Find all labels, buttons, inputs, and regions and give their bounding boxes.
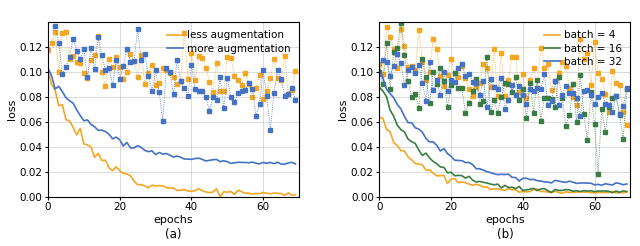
Y-axis label: loss: loss (6, 99, 17, 120)
batch = 16 (376, 86, 383, 89)
more augmentation (44, 67, 52, 70)
batch = 4 (559, 192, 566, 195)
batch = 16 (408, 140, 415, 143)
batch = 16 (584, 190, 591, 193)
less augmentation (120, 172, 127, 175)
batch = 16 (623, 190, 630, 193)
more augmentation (120, 145, 127, 148)
batch = 32 (408, 121, 415, 124)
batch = 4 (623, 191, 630, 194)
less augmentation (44, 69, 52, 72)
less augmentation (76, 127, 84, 130)
batch = 4 (451, 177, 458, 180)
batch = 32 (433, 144, 440, 147)
X-axis label: epochs: epochs (485, 215, 525, 225)
batch = 4 (433, 174, 440, 177)
more augmentation (256, 162, 264, 165)
batch = 32 (623, 183, 630, 185)
batch = 32 (512, 176, 520, 179)
less augmentation (180, 188, 188, 191)
more augmentation (102, 130, 109, 133)
batch = 32 (587, 182, 595, 185)
less augmentation (216, 195, 224, 198)
batch = 32 (584, 182, 591, 184)
batch = 32 (598, 184, 605, 187)
less augmentation (256, 192, 264, 195)
Line: more augmentation: more augmentation (48, 68, 296, 164)
batch = 32 (376, 69, 383, 72)
batch = 16 (451, 174, 458, 177)
less augmentation (292, 193, 300, 196)
batch = 4 (408, 158, 415, 161)
Line: less augmentation: less augmentation (48, 70, 296, 197)
Y-axis label: loss: loss (338, 99, 348, 120)
Legend: batch = 4, batch = 16, batch = 32: batch = 4, batch = 16, batch = 32 (541, 27, 625, 70)
more augmentation (292, 163, 300, 166)
batch = 16 (587, 189, 595, 192)
X-axis label: epochs: epochs (154, 215, 193, 225)
batch = 16 (433, 162, 440, 165)
more augmentation (252, 162, 260, 165)
less augmentation (102, 159, 109, 162)
more augmentation (281, 163, 289, 166)
batch = 4 (587, 191, 595, 194)
batch = 4 (512, 188, 520, 191)
Text: (b): (b) (497, 228, 513, 241)
more augmentation (180, 157, 188, 160)
batch = 16 (609, 191, 616, 194)
batch = 4 (591, 191, 598, 194)
batch = 16 (512, 187, 520, 190)
batch = 4 (376, 115, 383, 118)
batch = 32 (451, 159, 458, 162)
Text: (a): (a) (165, 228, 182, 241)
Line: batch = 32: batch = 32 (380, 71, 627, 185)
Line: batch = 4: batch = 4 (380, 117, 627, 193)
less augmentation (259, 191, 267, 194)
Legend: less augmentation, more augmentation: less augmentation, more augmentation (164, 27, 294, 57)
more augmentation (76, 114, 84, 117)
Line: batch = 16: batch = 16 (380, 87, 627, 193)
